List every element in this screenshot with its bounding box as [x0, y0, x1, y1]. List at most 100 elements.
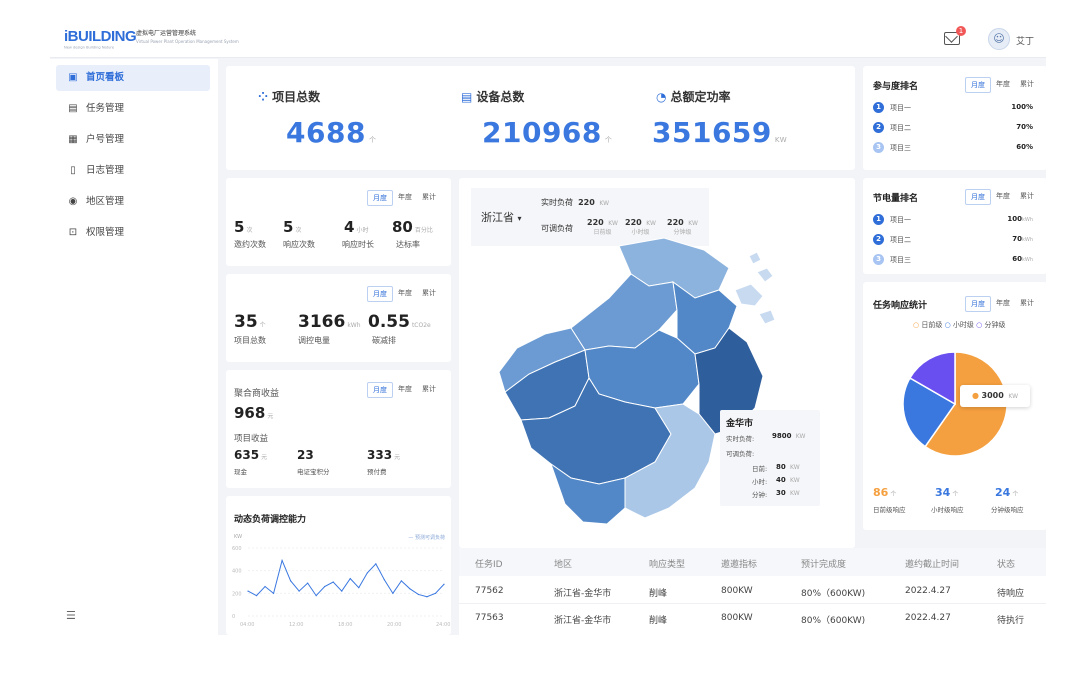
mail-icon[interactable] — [944, 32, 960, 45]
zhejiang-map[interactable] — [459, 178, 855, 548]
cell-type: 削峰 — [649, 589, 668, 599]
data-point — [247, 590, 249, 592]
tab-total[interactable]: 累计 — [422, 193, 436, 201]
cell-task-id: 77562 — [475, 586, 504, 596]
tab-month[interactable]: 月度 — [965, 189, 991, 205]
cell-deadline: 2022.4.27 — [905, 613, 951, 623]
chart-legend: — 预测可调负荷 — [408, 535, 445, 541]
hourly-count: 34 个 — [935, 486, 959, 499]
tab-month[interactable]: 月度 — [367, 190, 393, 206]
sidebar-item-label: 任务管理 — [86, 103, 125, 114]
period-tabs: 月度 年度 累计 — [965, 77, 1039, 93]
tooltip-realtime-value: 9800 KW — [772, 432, 806, 440]
col-task-id: 任务ID — [475, 560, 503, 570]
data-point — [434, 592, 437, 594]
sidebar-item-accounts[interactable]: ▦ 户号管理 — [56, 127, 210, 153]
tab-month[interactable]: 月度 — [367, 382, 393, 398]
table-row[interactable]: 77562 浙江省-金华市 削峰 800KW 80%（600KW) 2022.4… — [459, 578, 1046, 604]
carbon-stat: 0.55 tCO2e — [368, 312, 431, 332]
tab-year[interactable]: 年度 — [398, 385, 412, 393]
avatar[interactable]: ☺ — [988, 28, 1010, 50]
x-tick-label: 20:00 — [387, 622, 401, 628]
dynamic-load-card: 动态负荷调控能力 KW — 预测可调负荷 0 200 400 600 04:00 12:0… — [226, 496, 451, 635]
sidebar-item-permissions[interactable]: ⊡ 权限管理 — [56, 220, 210, 246]
data-point — [409, 588, 411, 590]
response-stats-card: 任务响应统计 月度 年度 累计 ○ 日前级 ○ 小时级 ○ 分钟级 ● 3000 K… — [863, 282, 1046, 530]
kpi-value-devices: 210968 个 — [482, 116, 613, 149]
cell-status: 待响应 — [997, 589, 1025, 599]
saving-card: 节电量排名 月度 年度 累计 1 项目一 100kWh 2 项目二 70kWh 3 项目三 60… — [863, 178, 1046, 274]
tab-total[interactable]: 累计 — [422, 385, 436, 393]
tab-year[interactable]: 年度 — [996, 192, 1010, 200]
tooltip-row-label: 分钟: — [752, 491, 768, 499]
tab-total[interactable]: 累计 — [1020, 192, 1034, 200]
ranking-row: 2 项目二 70kWh — [873, 234, 1033, 248]
sidebar-item-logs[interactable]: ▯ 日志管理 — [56, 158, 210, 184]
adj-minute: 220 KW 分钟级 — [667, 218, 698, 236]
energy-stat: 3166 kWh — [298, 312, 361, 332]
col-deadline: 邀约截止时间 — [905, 560, 960, 570]
cell-task-id: 77563 — [475, 613, 504, 623]
map-card: 浙江省 ▾ 实时负荷 220 KW 可调负荷 220 KW 日前级 220 KW 小… — [459, 178, 855, 548]
participation-card: 参与度排名 月度 年度 累计 1 项目一 100% 2 项目二 70% 3 项目三 60% — [863, 66, 1046, 170]
sidebar-item-regions[interactable]: ◉ 地区管理 — [56, 189, 210, 215]
map-tooltip: 金华市 实时负荷: 9800 KW 可调负荷: 日前: 80 KW 小时: 40… — [720, 410, 820, 506]
tab-year[interactable]: 年度 — [996, 80, 1010, 88]
tab-year[interactable]: 年度 — [398, 289, 412, 297]
dashboard-icon: ▣ — [68, 72, 78, 83]
energy-label: 调控电量 — [298, 336, 330, 345]
tooltip-row-value: 30 KW — [776, 489, 800, 497]
y-tick-label: 0 — [232, 614, 235, 620]
ranking-row: 3 项目三 60% — [873, 142, 1033, 156]
tab-year[interactable]: 年度 — [398, 193, 412, 201]
realtime-load: 实时负荷 220 KW — [541, 198, 609, 207]
menu-collapse-icon[interactable]: ☰ — [66, 609, 76, 622]
adjustable-load-label: 可调负荷 — [541, 224, 573, 233]
app-title: 虚拟电厂运营管理系统 — [136, 30, 197, 37]
data-point — [349, 578, 351, 580]
user-name[interactable]: 艾丁 — [1016, 37, 1035, 47]
cell-deadline: 2022.4.27 — [905, 586, 951, 596]
data-point — [332, 581, 334, 583]
tab-total[interactable]: 累计 — [1020, 80, 1034, 88]
series-line — [247, 558, 445, 598]
map-region-wenzhou — [624, 403, 716, 519]
revenue-card: 聚合商收益 月度 年度 累计 968 元 项目收益 635 元 现金 23 电证宝积分 … — [226, 370, 451, 488]
sidebar-item-label: 地区管理 — [86, 196, 125, 207]
chevron-down-icon: ▾ — [517, 214, 522, 223]
period-tabs: 月度 年度 累计 — [367, 382, 441, 398]
data-point — [392, 592, 394, 594]
tooltip-row-label: 日前: — [752, 465, 768, 473]
cash-label: 现金 — [234, 468, 247, 476]
pie-tooltip: ● 3000 KW — [960, 385, 1030, 407]
minute-label: 分钟级响应 — [991, 506, 1024, 514]
pie-legend: ○ 日前级 ○ 小时级 ○ 分钟级 — [913, 321, 1006, 329]
line-chart: 0 200 400 600 04:00 12:00 18:00 20:00 24:00 — [232, 546, 450, 628]
col-type: 响应类型 — [649, 560, 686, 570]
pie-slice[interactable] — [902, 376, 957, 448]
tab-month[interactable]: 月度 — [367, 286, 393, 302]
data-point — [426, 596, 428, 598]
kpi-title-projects: ⁘ 项目总数 — [258, 90, 321, 104]
sidebar-item-dashboard[interactable]: ▣ 首页看板 — [56, 65, 210, 91]
tab-month[interactable]: 月度 — [965, 77, 991, 93]
sidebar-item-tasks[interactable]: ▤ 任务管理 — [56, 96, 210, 122]
tab-total[interactable]: 累计 — [422, 289, 436, 297]
province-select[interactable]: 浙江省 ▾ — [481, 211, 522, 224]
prepaid-stat: 333 元 — [367, 448, 401, 462]
pie-slice[interactable] — [908, 351, 956, 406]
tab-year[interactable]: 年度 — [996, 299, 1010, 307]
minute-count: 24 个 — [995, 486, 1019, 499]
data-point — [341, 590, 343, 592]
data-point — [298, 590, 300, 592]
map-region-zhoushan — [734, 283, 764, 307]
tab-month[interactable]: 月度 — [965, 296, 991, 312]
table-row[interactable]: 77563 浙江省-金华市 削峰 800KW 80%（600KW) 2022.4… — [459, 605, 1046, 631]
tab-total[interactable]: 累计 — [1020, 299, 1034, 307]
tooltip-adj-label: 可调负荷: — [726, 450, 755, 458]
dayahead-count: 86 个 — [873, 486, 897, 499]
project-revenue-title: 项目收益 — [234, 434, 269, 444]
